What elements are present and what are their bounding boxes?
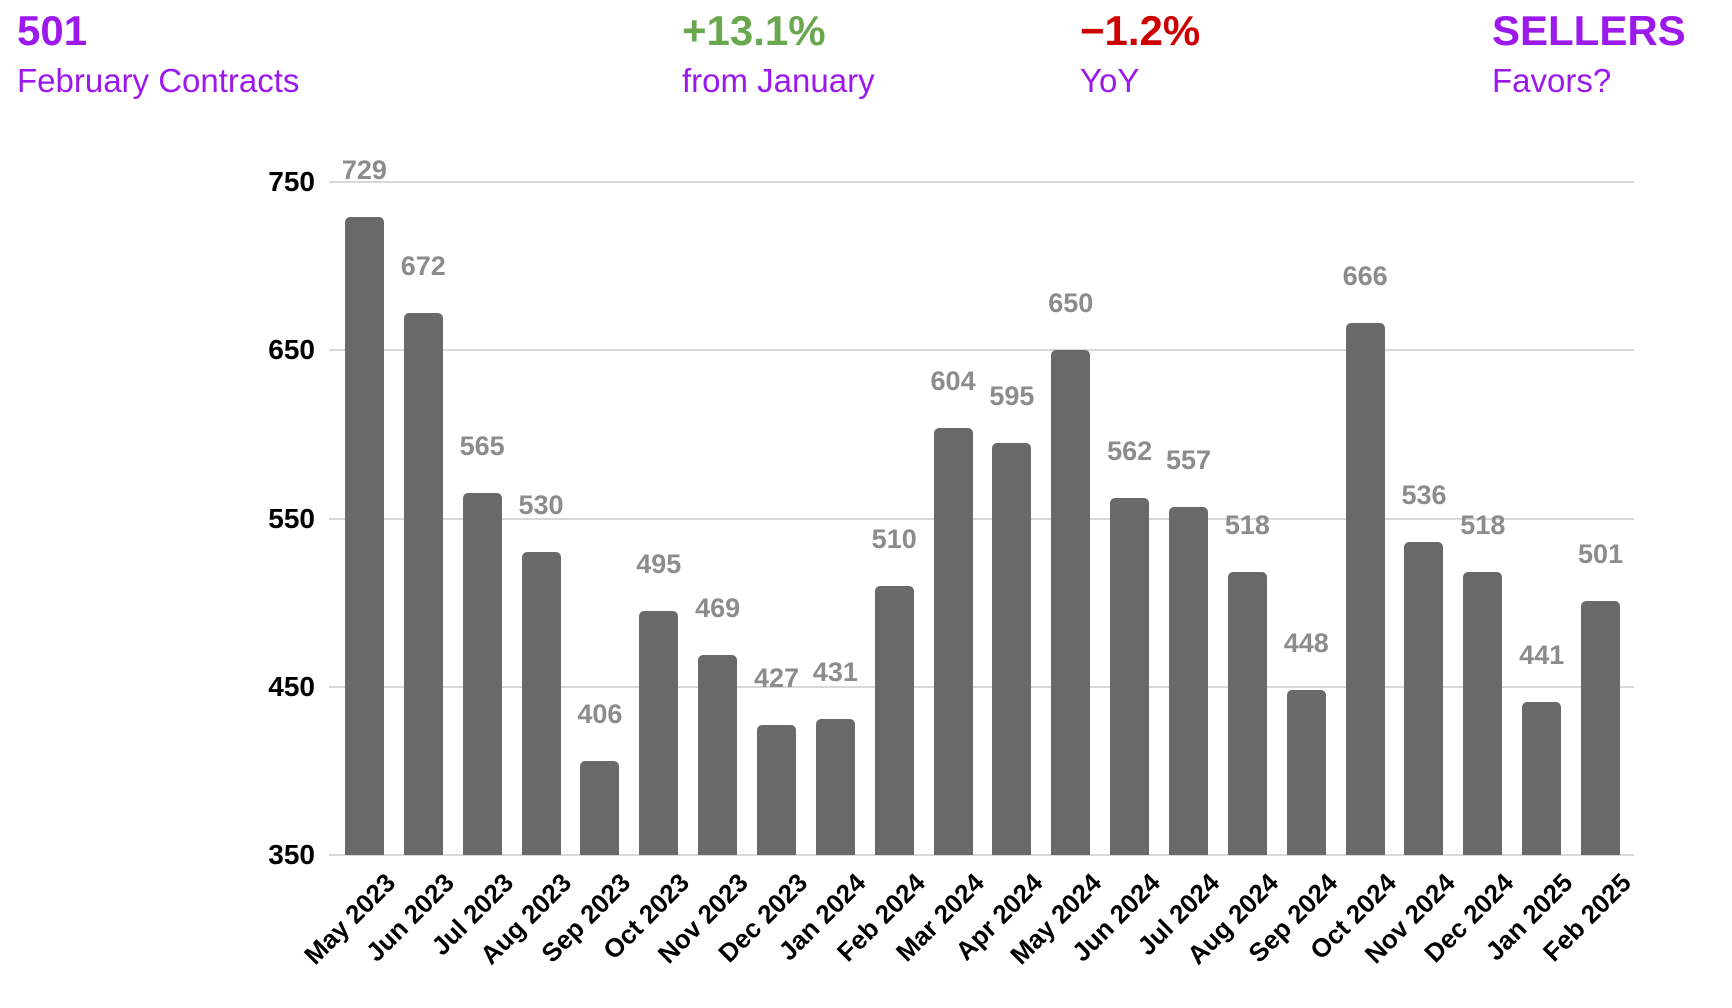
stat-label: Favors? xyxy=(1492,62,1612,99)
bar-value-label: 441 xyxy=(1519,639,1565,670)
bar xyxy=(698,654,738,855)
stat-from-january: +13.1% from January xyxy=(682,8,875,100)
bar-value-label: 650 xyxy=(1048,288,1094,319)
bar-value-label: 595 xyxy=(989,380,1035,411)
bar-value-label: 672 xyxy=(400,251,446,282)
bar-value-label: 729 xyxy=(341,155,387,186)
bar-value-label: 565 xyxy=(459,431,505,462)
bar xyxy=(580,760,620,855)
y-axis-label: 750 xyxy=(268,166,315,197)
bar xyxy=(1051,350,1091,855)
bar-value-label: 510 xyxy=(871,523,917,554)
stat-label: February Contracts xyxy=(17,62,300,99)
y-axis-label: 350 xyxy=(268,839,315,870)
bar-value-label: 495 xyxy=(636,549,682,580)
bar-value-label: 562 xyxy=(1107,436,1153,467)
gridline xyxy=(329,854,1634,856)
bar xyxy=(1463,572,1503,855)
bar-value-label: 557 xyxy=(1165,444,1212,475)
gridline xyxy=(329,349,1634,352)
bar xyxy=(1581,600,1621,855)
bar-value-label: 501 xyxy=(1578,538,1624,569)
bar xyxy=(1286,690,1326,855)
bar xyxy=(1404,542,1444,855)
bar-value-label: 518 xyxy=(1460,510,1506,541)
bar xyxy=(1169,506,1209,855)
bar-value-label: 518 xyxy=(1224,510,1270,541)
bar xyxy=(1227,572,1267,855)
bar-value-label: 406 xyxy=(577,698,623,729)
gridline xyxy=(329,517,1634,520)
y-axis-label: 450 xyxy=(268,670,315,702)
gridline xyxy=(329,685,1634,688)
y-axis-label: 650 xyxy=(268,334,315,366)
bar xyxy=(344,217,384,855)
bar-value-label: 666 xyxy=(1342,261,1388,292)
stat-value: 501 xyxy=(17,7,88,54)
stat-value: SELLERS xyxy=(1492,7,1686,54)
y-axis-label: 550 xyxy=(268,502,315,534)
stat-favors: SELLERS Favors? xyxy=(1492,8,1686,100)
bar-value-label: 448 xyxy=(1283,628,1329,659)
bar-value-label: 604 xyxy=(930,365,976,396)
bar xyxy=(403,313,443,855)
bar xyxy=(933,427,973,855)
bar xyxy=(521,552,561,855)
bar xyxy=(1345,323,1385,855)
bar xyxy=(874,585,914,855)
stat-label: from January xyxy=(682,62,875,99)
bar-value-label: 536 xyxy=(1401,480,1447,511)
bar xyxy=(639,611,679,855)
stat-value: −1.2% xyxy=(1080,7,1201,54)
bar-value-label: 530 xyxy=(518,490,564,521)
bar-value-label: 431 xyxy=(812,656,858,687)
stat-value: +13.1% xyxy=(682,7,826,54)
stat-february-contracts: 501 February Contracts xyxy=(17,8,299,100)
bar-value-label: 427 xyxy=(753,663,799,694)
bar xyxy=(1522,701,1562,855)
gridline xyxy=(329,181,1634,183)
bar xyxy=(1110,498,1150,855)
stat-yoy: −1.2% YoY xyxy=(1080,8,1200,100)
stat-label: YoY xyxy=(1080,62,1140,99)
bar xyxy=(815,718,855,855)
bar xyxy=(462,493,502,855)
bar xyxy=(756,725,796,855)
bar xyxy=(992,442,1032,855)
bar-value-label: 469 xyxy=(695,592,741,623)
